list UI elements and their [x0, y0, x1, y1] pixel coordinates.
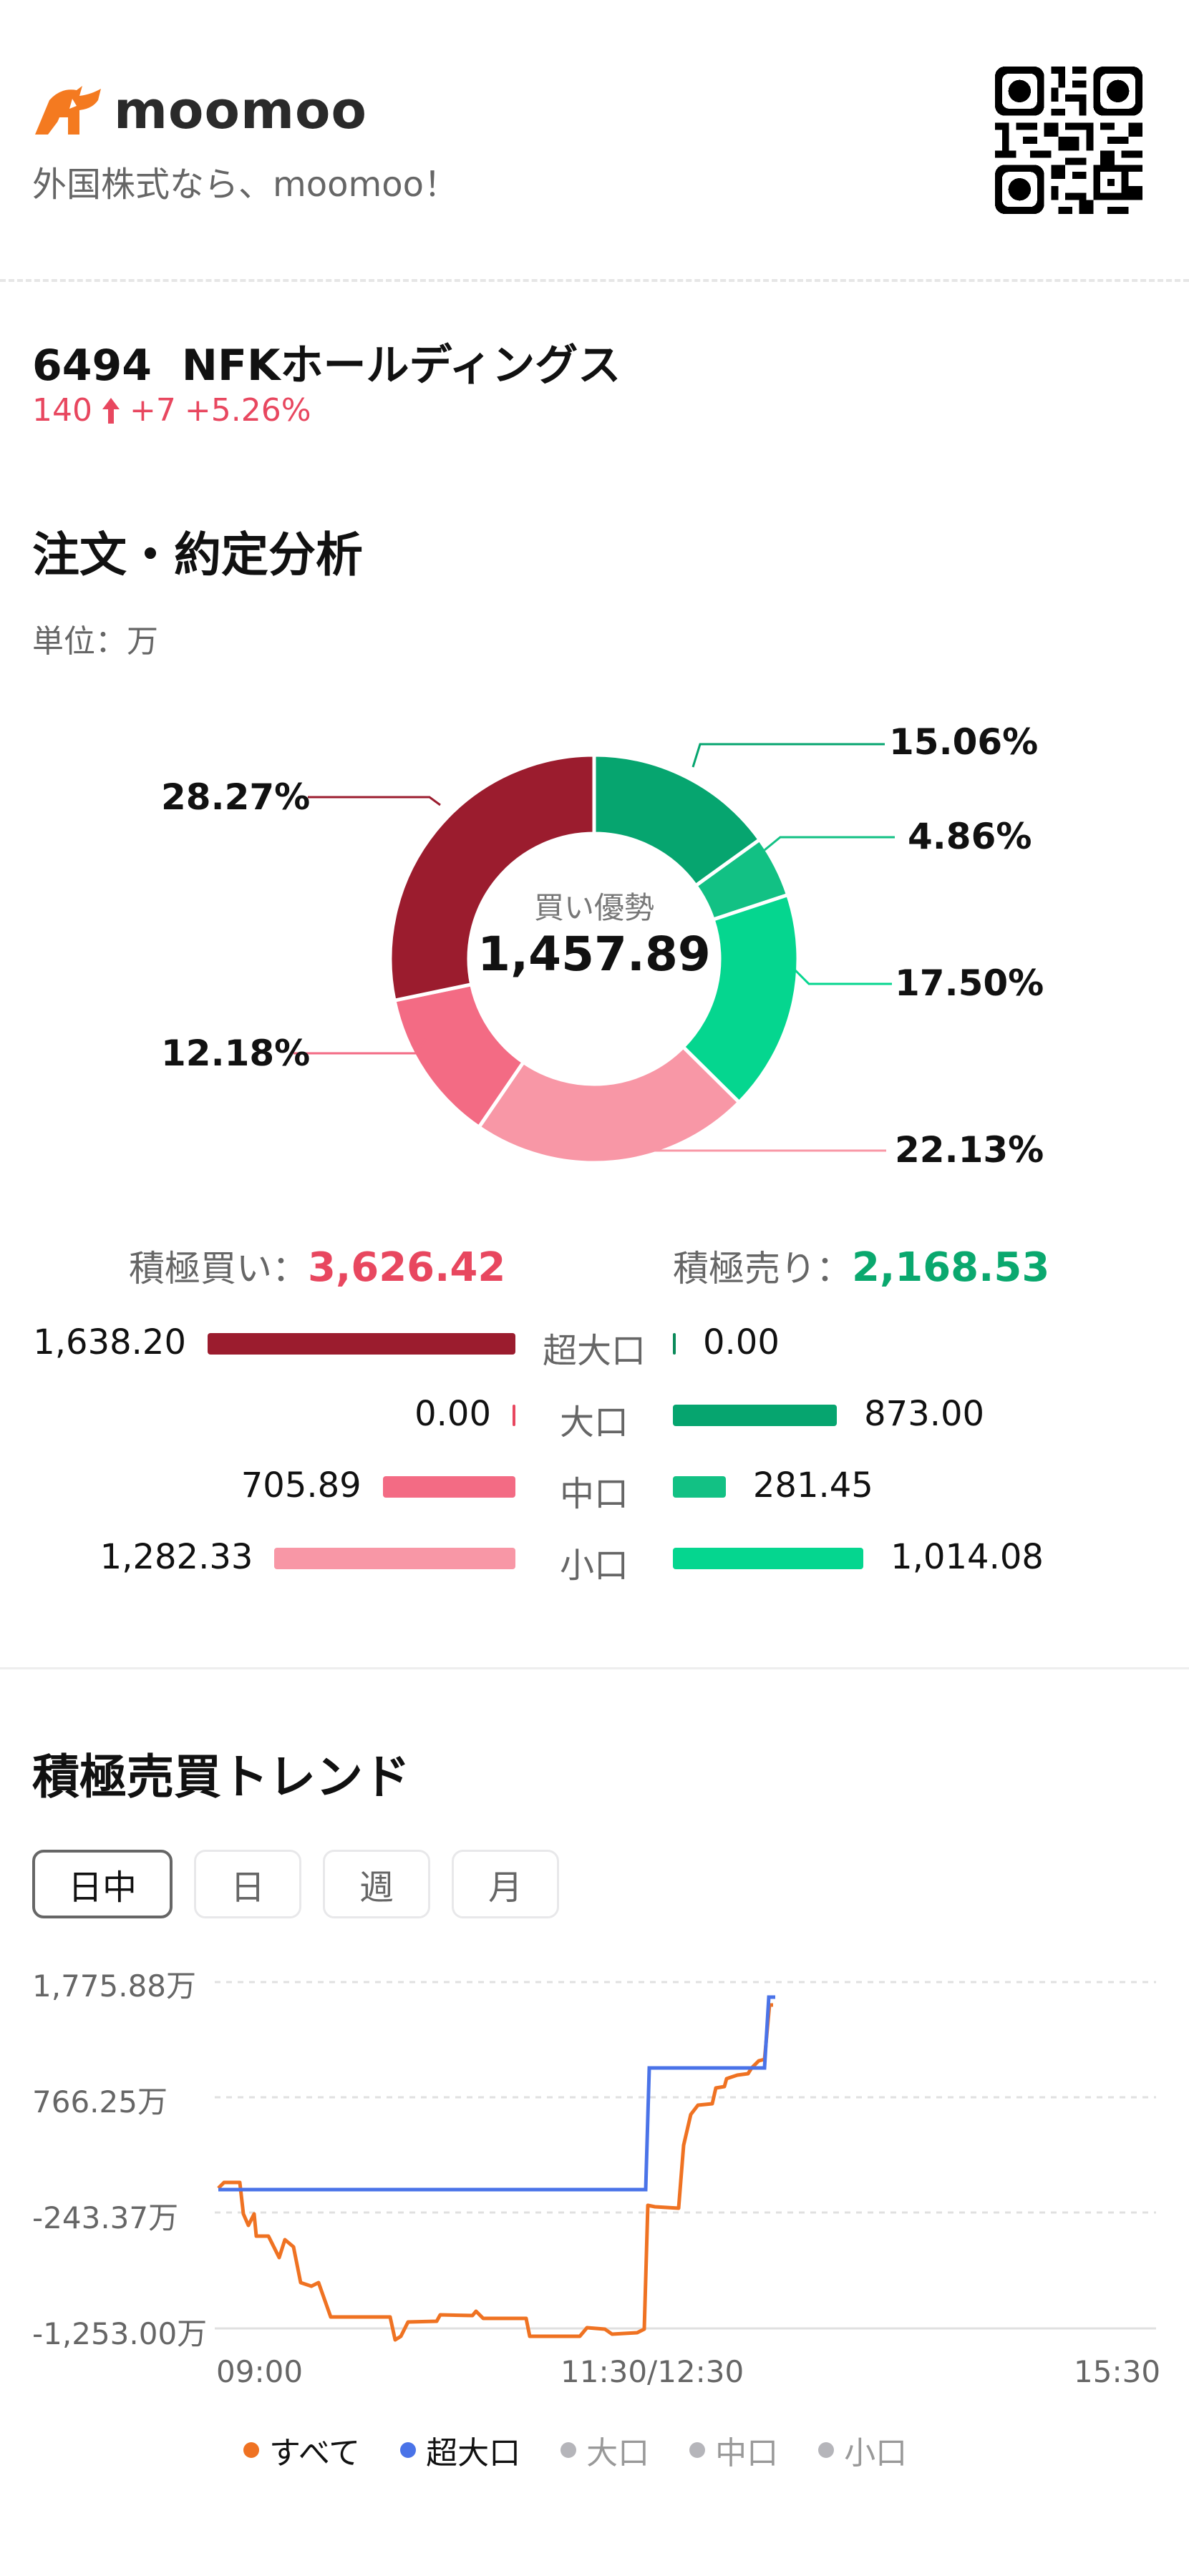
legend-item[interactable]: 超大口 [400, 2427, 520, 2473]
category-label: 小口 [559, 1546, 629, 1586]
buy-total-label: 積極買い： [129, 1248, 308, 1289]
category-label: 大口 [559, 1402, 629, 1443]
tab-week[interactable]: 週 [323, 1850, 430, 1918]
legend-dot-icon [689, 2442, 706, 2458]
slice-label-buy-xlarge: 28.27% [161, 776, 311, 818]
legend-item[interactable]: 大口 [560, 2427, 649, 2473]
buy-value: 1,638.20 [33, 1322, 186, 1362]
slice-label-buy-medium: 12.18% [161, 1033, 311, 1074]
buy-bar [274, 1548, 515, 1569]
stock-price: 140 [32, 392, 92, 429]
legend-label: 超大口 [426, 2435, 521, 2472]
legend-dot-icon [243, 2442, 259, 2458]
slice-label-sell-small: 17.50% [895, 962, 1044, 1004]
y-tick-4: -1,253.00万 [32, 2316, 208, 2351]
brand-logo: moomoo [32, 80, 367, 140]
tab-intraday[interactable]: 日中 [32, 1850, 173, 1918]
leader-line-15 [691, 743, 885, 768]
unit-label: 単位：万 [32, 623, 158, 660]
analysis-title: 注文・約定分析 [32, 527, 363, 582]
tagline: 外国株式なら、moomoo！ [32, 165, 458, 205]
price-line: 140 +7 +5.26% [32, 392, 311, 429]
legend-item[interactable]: 中口 [689, 2427, 778, 2473]
sell-bar [673, 1405, 838, 1426]
legend-label: すべて [269, 2435, 361, 2472]
trend-title: 積極売買トレンド [32, 1750, 410, 1805]
donut-slice-sell-2 [680, 892, 800, 1106]
legend-label: 大口 [586, 2435, 650, 2472]
leader-line-4 [764, 836, 895, 852]
leader-line-17 [793, 968, 892, 985]
buy-value: 1,282.33 [100, 1537, 253, 1577]
buy-bar [382, 1476, 515, 1498]
buy-bar [208, 1333, 515, 1355]
donut-chart [293, 743, 895, 1165]
trend-line-chart [215, 1981, 1156, 2342]
category-label: 超大口 [542, 1331, 646, 1371]
sell-total-value: 2,168.53 [852, 1244, 1050, 1291]
donut-center-label: 買い優勢 [533, 890, 654, 925]
sell-bar [673, 1333, 676, 1355]
y-tick-3: -243.37万 [32, 2200, 179, 2235]
leader-line-22 [611, 1111, 886, 1152]
buy-total: 積極買い： 3,626.42 [129, 1240, 505, 1292]
stock-name: NFKホールディングス [181, 341, 621, 391]
price-change: +7 [129, 392, 176, 429]
leader-line-12 [293, 1038, 427, 1055]
slice-label-sell-large: 15.06% [889, 721, 1039, 763]
slice-label-buy-small: 22.13% [895, 1129, 1044, 1171]
legend-dot-icon [400, 2442, 417, 2458]
x-tick-1: 09:00 [216, 2354, 304, 2389]
buy-value: 705.89 [241, 1465, 361, 1506]
slice-label-sell-medium: 4.86% [908, 816, 1032, 857]
legend-dot-icon [818, 2442, 835, 2458]
tab-day[interactable]: 日 [194, 1850, 301, 1918]
legend-item[interactable]: 小口 [818, 2427, 907, 2473]
donut-center-value: 1,457.89 [477, 927, 711, 982]
sell-total: 積極売り： 2,168.53 [673, 1240, 1049, 1292]
x-tick-3: 15:30 [1074, 2354, 1161, 2389]
legend-item[interactable]: すべて [243, 2427, 360, 2473]
y-tick-2: 766.25万 [32, 2084, 168, 2119]
tab-month[interactable]: 月 [452, 1850, 559, 1918]
buy-bar [513, 1405, 515, 1426]
donut-slices [388, 753, 800, 1165]
x-tick-2: 11:30/12:30 [560, 2354, 744, 2389]
legend-label: 小口 [844, 2435, 908, 2472]
stock-title: 6494 NFKホールディングス [32, 331, 621, 393]
sell-value: 873.00 [864, 1394, 985, 1434]
legend-dot-icon [560, 2442, 577, 2458]
period-tabs: 日中 日 週 月 [32, 1850, 559, 1918]
donut-slice-buy-5 [388, 753, 596, 1003]
sell-bar [673, 1476, 726, 1498]
category-label: 中口 [559, 1474, 629, 1514]
section-divider [0, 1667, 1189, 1669]
series-xlarge-line [218, 1995, 775, 2192]
buy-value: 0.00 [414, 1394, 491, 1434]
sell-value: 281.45 [752, 1465, 873, 1506]
brand-name: moomoo [114, 80, 367, 140]
donut-slice-buy-3 [476, 1044, 742, 1165]
series-all-line [217, 2003, 773, 2342]
leader-line-28 [308, 796, 441, 806]
chart-legend: すべて 超大口 大口 中口 小口 [243, 2427, 907, 2473]
price-change-pct: +5.26% [184, 392, 311, 429]
moomoo-bull-icon [35, 86, 101, 135]
y-tick-1: 1,775.88万 [32, 1968, 197, 2004]
legend-label: 中口 [715, 2435, 779, 2472]
sell-bar [673, 1548, 864, 1569]
sell-total-label: 積極売り： [673, 1248, 852, 1289]
sell-value: 1,014.08 [890, 1537, 1044, 1577]
sell-value: 0.00 [703, 1322, 780, 1362]
qr-code [995, 67, 1142, 214]
stock-code: 6494 [32, 341, 152, 391]
header-divider [0, 279, 1189, 282]
buy-total-value: 3,626.42 [308, 1244, 506, 1291]
arrow-up-icon [102, 397, 120, 424]
